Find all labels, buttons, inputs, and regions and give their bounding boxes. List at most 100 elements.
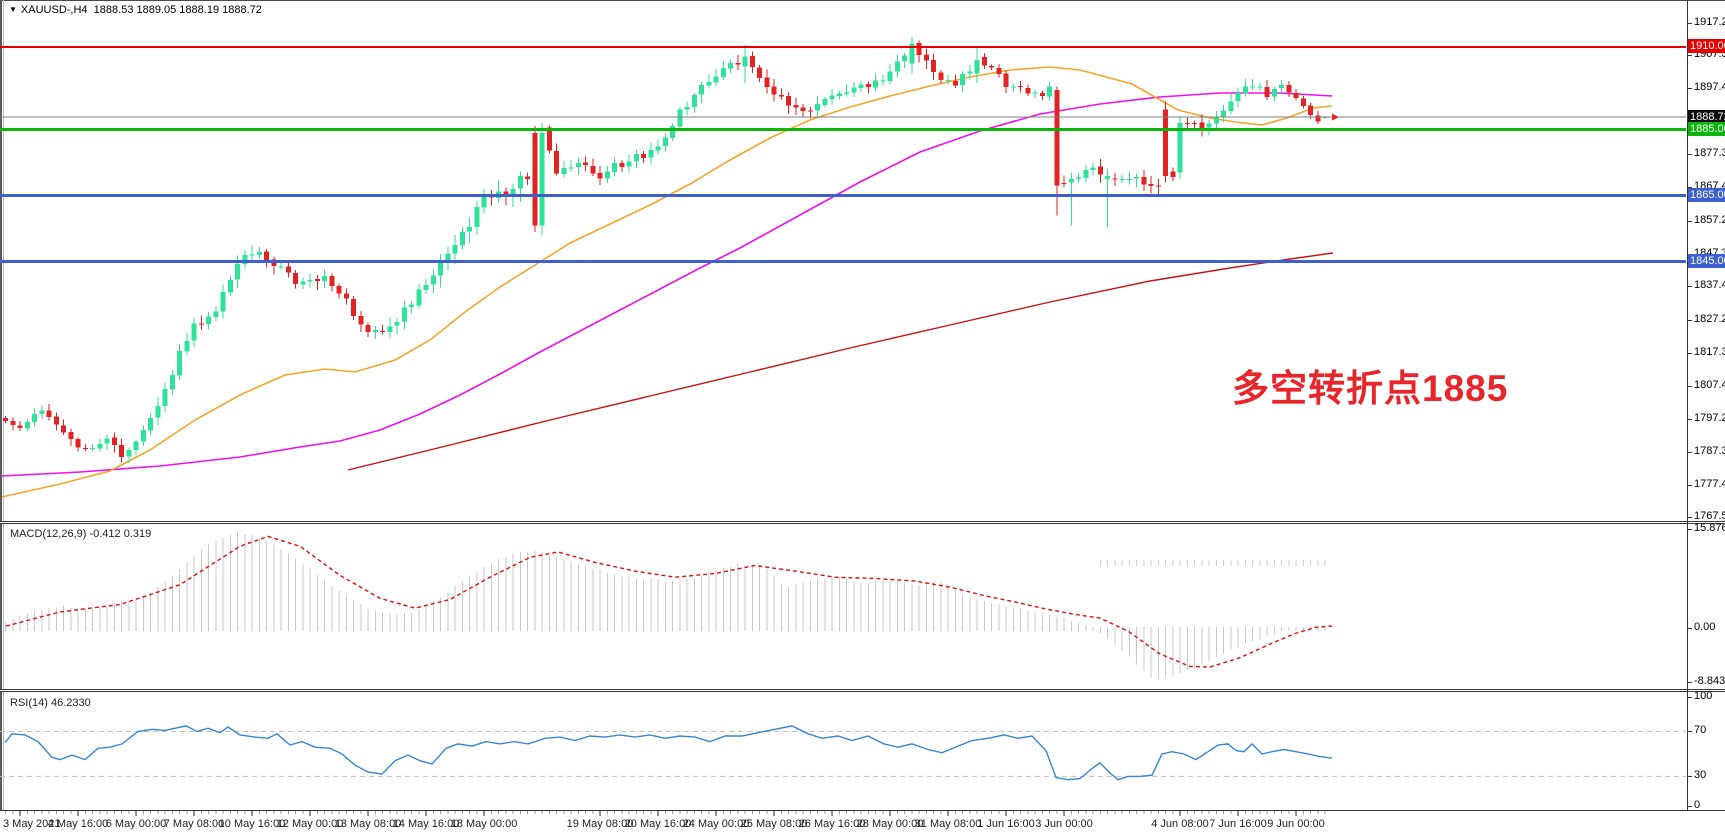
candle-body: [887, 71, 893, 81]
macd-scale-label: 0.00: [1694, 621, 1716, 633]
axis-tick: [1687, 353, 1692, 354]
candle-body: [191, 323, 197, 341]
candle-body: [1163, 109, 1168, 176]
panel-separator-macd[interactable]: [0, 521, 1725, 524]
candle-body: [1068, 179, 1074, 183]
price-tick-label: 1877.30: [1694, 147, 1725, 159]
candle-body: [438, 261, 443, 276]
candle-body: [1199, 122, 1205, 129]
candle-body: [836, 93, 842, 97]
candle-body: [786, 95, 791, 106]
candle-body: [401, 307, 407, 322]
dropdown-triangle-icon[interactable]: ▼: [9, 5, 17, 14]
candle-body: [387, 326, 393, 332]
candle-body: [380, 330, 385, 333]
candle-body: [409, 304, 414, 308]
candle-body: [430, 275, 436, 285]
candle-body: [1003, 73, 1009, 88]
candle-body: [1257, 86, 1263, 88]
candle-body: [322, 276, 327, 281]
main-price-chart[interactable]: [0, 0, 1687, 521]
candle-body: [39, 410, 45, 414]
price-tick-label: 1797.20: [1694, 412, 1725, 424]
candle-body: [97, 444, 103, 449]
window-top-border: [0, 0, 1725, 1]
macd-signal-line: [5, 535, 1333, 668]
candle-body: [1279, 85, 1284, 89]
candle-body: [633, 153, 639, 161]
candle-body: [1221, 110, 1226, 118]
macd-histogram: [5, 531, 1326, 679]
axis-tick: [1687, 628, 1692, 629]
time-label: 1 Jun 16:00: [977, 818, 1035, 830]
rsi-line: [4, 725, 1333, 781]
macd-indicator-panel[interactable]: [0, 524, 1687, 689]
candle-body: [894, 61, 900, 72]
candle-body: [916, 43, 922, 56]
candle-body: [1235, 93, 1241, 102]
rsi-indicator-panel[interactable]: [0, 692, 1687, 810]
candle-body: [198, 323, 204, 325]
price-badge: 1910.00: [1688, 39, 1725, 53]
candle-body: [778, 95, 784, 97]
candle-body: [1206, 123, 1212, 128]
candle-body: [285, 266, 291, 273]
time-axis[interactable]: 3 May 2021 4 May 16:00 6 May 00:00 7 May 08…: [0, 810, 1725, 837]
price-tick-label: 1817.30: [1694, 346, 1725, 358]
price-tick-label: 1767.50: [1694, 510, 1725, 522]
axis-tick: [1687, 386, 1692, 387]
candle-body: [938, 72, 944, 81]
ohlc-values: 1888.53 1889.05 1888.19 1888.72: [93, 4, 262, 16]
candle-body: [771, 86, 777, 95]
candle-body: [923, 54, 929, 61]
candle-body: [844, 92, 849, 95]
price-axis-line: [1687, 0, 1688, 810]
candle-body: [945, 80, 951, 82]
candle-body: [155, 406, 161, 418]
candle-body: [474, 206, 480, 227]
candle-body: [742, 56, 748, 67]
time-label: 10 May 16:00: [218, 818, 286, 830]
candle-body: [459, 231, 465, 246]
time-label: 4 May 16:00: [47, 818, 109, 830]
candle-body: [256, 252, 262, 255]
candle-body: [1097, 166, 1103, 175]
candle-body: [351, 299, 356, 317]
candle-body: [264, 251, 269, 261]
macd-label: MACD(12,26,9) -0.412 0.319: [10, 528, 152, 540]
rsi-label: RSI(14) 46.2330: [10, 697, 91, 709]
candle-body: [1300, 98, 1306, 106]
candle-body: [1105, 175, 1110, 180]
price-tick-label: 1787.30: [1694, 445, 1725, 457]
candle-body: [662, 137, 668, 147]
candle-body: [358, 315, 364, 325]
price-badge: 1885.00: [1688, 122, 1725, 136]
candle-body: [53, 416, 59, 425]
candle-body: [604, 171, 610, 179]
candle-body: [133, 441, 139, 450]
candle-body: [24, 421, 30, 429]
candle-body: [865, 84, 871, 88]
candle-body: [17, 425, 23, 428]
candle-body: [1112, 178, 1118, 180]
time-label: 12 May 00:00: [276, 818, 344, 830]
axis-tick: [1687, 776, 1692, 777]
price-tick-label: 1917.20: [1694, 16, 1725, 28]
candle-body: [1213, 117, 1219, 124]
candle-body: [1141, 177, 1147, 185]
candle-body: [684, 107, 690, 110]
candle-body: [68, 431, 74, 440]
candles: [3, 36, 1328, 463]
candle-body: [75, 439, 81, 448]
panel-separator-rsi[interactable]: [0, 689, 1725, 692]
candle-body: [1308, 105, 1313, 115]
candle-body: [1119, 179, 1125, 181]
candle-body: [1192, 123, 1197, 125]
time-label: 6 May 00:00: [105, 818, 167, 830]
candle-body: [851, 87, 857, 93]
price-tick-label: 1837.40: [1694, 279, 1725, 291]
axis-tick: [1687, 806, 1692, 807]
candle-body: [952, 80, 958, 86]
candle-body: [1018, 86, 1023, 88]
candle-body: [1228, 101, 1234, 111]
